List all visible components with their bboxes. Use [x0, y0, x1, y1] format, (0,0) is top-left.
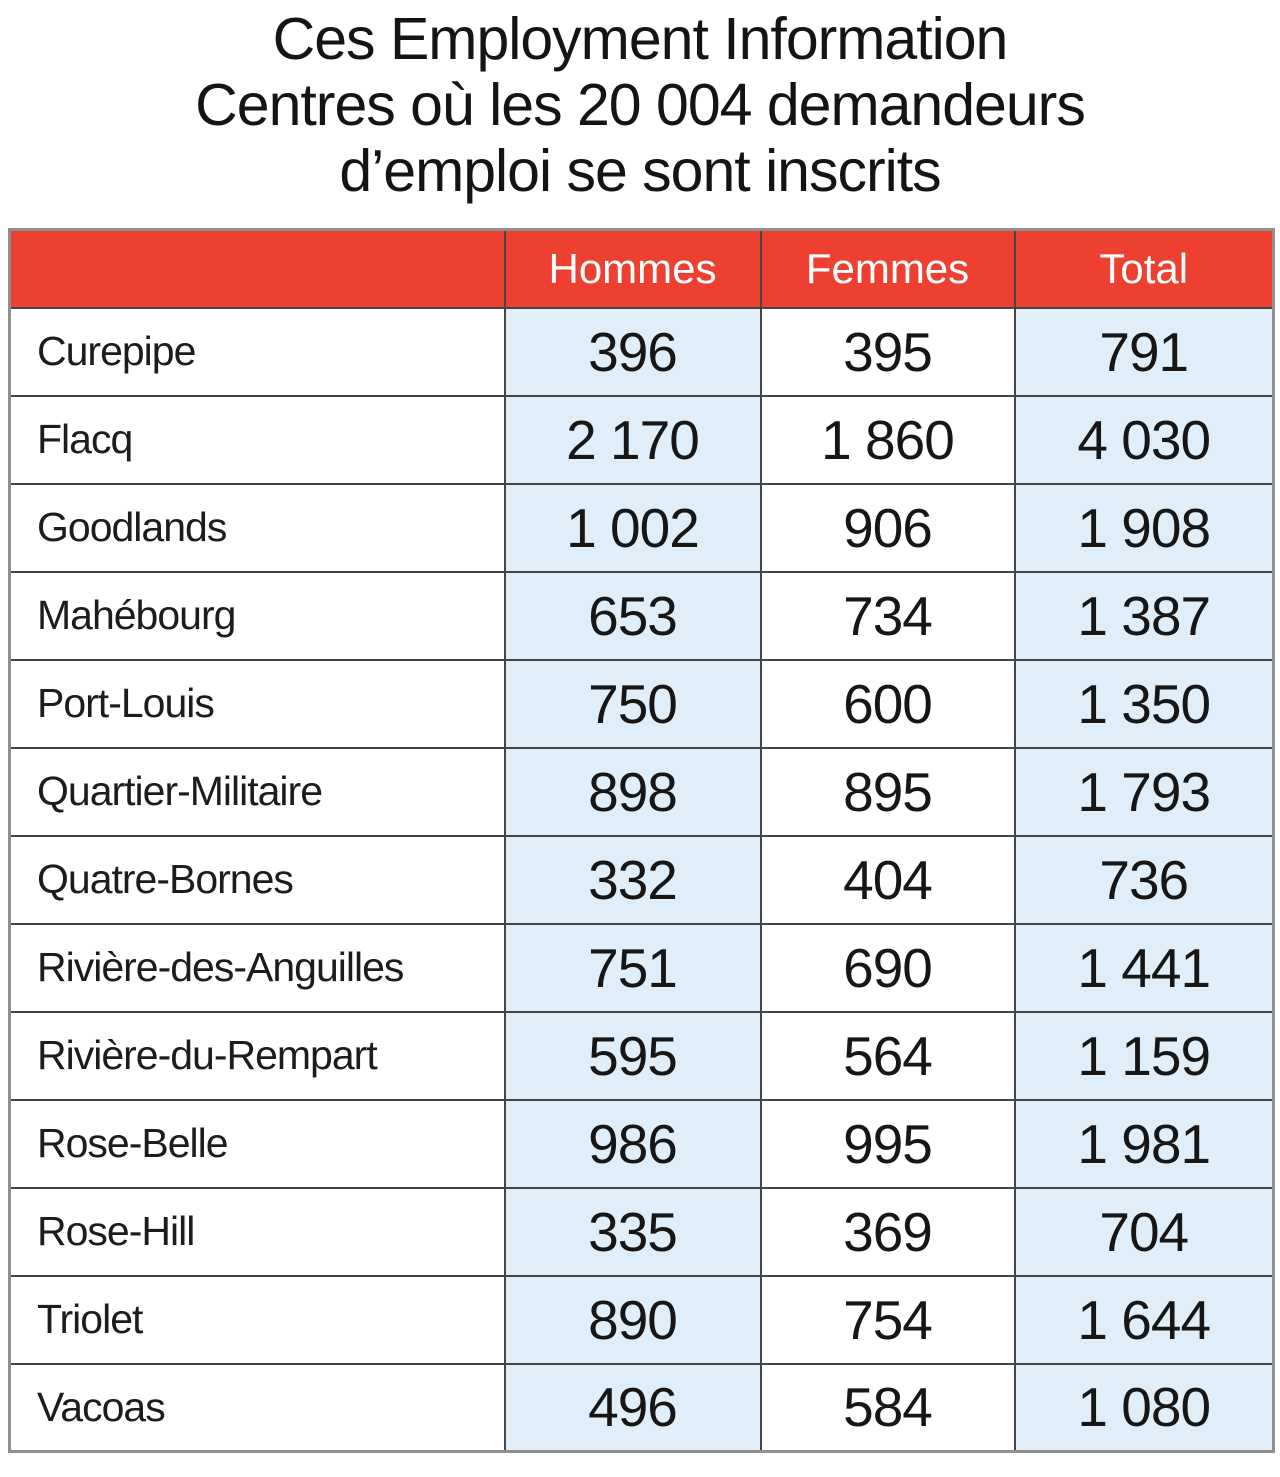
title-line-2: Centres où les 20 004 demandeurs	[195, 72, 1086, 138]
hommes-value: 332	[503, 834, 762, 925]
table-row: Rivière-des-Anguilles 751 690 1 441	[8, 922, 1275, 1013]
table-header: Hommes Femmes Total	[8, 228, 1275, 309]
femmes-value: 690	[759, 922, 1016, 1013]
centre-name: Curepipe	[8, 306, 506, 397]
total-value: 4 030	[1013, 394, 1275, 485]
table-row: Goodlands 1 002 906 1 908	[8, 482, 1275, 573]
hommes-value: 653	[503, 570, 762, 661]
hommes-value: 335	[503, 1186, 762, 1277]
total-value: 1 644	[1013, 1274, 1275, 1365]
total-value: 736	[1013, 834, 1275, 925]
total-value: 1 793	[1013, 746, 1275, 837]
table-body: Curepipe 396 395 791 Flacq 2 170 1 860 4…	[8, 306, 1275, 1453]
centre-name: Rose-Hill	[8, 1186, 506, 1277]
table-row: Rose-Hill 335 369 704	[8, 1186, 1275, 1277]
total-value: 1 159	[1013, 1010, 1275, 1101]
total-value: 704	[1013, 1186, 1275, 1277]
total-value: 1 080	[1013, 1362, 1275, 1453]
femmes-value: 1 860	[759, 394, 1016, 485]
title-line-1: Ces Employment Information	[272, 6, 1009, 72]
femmes-value: 906	[759, 482, 1016, 573]
centre-name: Rivière-des-Anguilles	[8, 922, 506, 1013]
femmes-value: 995	[759, 1098, 1016, 1189]
table-row: Curepipe 396 395 791	[8, 306, 1275, 397]
column-header-hommes: Hommes	[503, 228, 762, 309]
table-row: Rivière-du-Rempart 595 564 1 159	[8, 1010, 1275, 1101]
total-value: 1 350	[1013, 658, 1275, 749]
hommes-value: 986	[503, 1098, 762, 1189]
centre-name: Rose-Belle	[8, 1098, 506, 1189]
centre-name: Quartier-Militaire	[8, 746, 506, 837]
femmes-value: 369	[759, 1186, 1016, 1277]
centre-name: Mahébourg	[8, 570, 506, 661]
header-row: Hommes Femmes Total	[8, 228, 1275, 309]
hommes-value: 396	[503, 306, 762, 397]
centre-name: Vacoas	[8, 1362, 506, 1453]
table-row: Flacq 2 170 1 860 4 030	[8, 394, 1275, 485]
hommes-value: 751	[503, 922, 762, 1013]
table-row: Quartier-Militaire 898 895 1 793	[8, 746, 1275, 837]
column-header-centre	[8, 228, 506, 309]
hommes-value: 1 002	[503, 482, 762, 573]
table-row: Quatre-Bornes 332 404 736	[8, 834, 1275, 925]
hommes-value: 496	[503, 1362, 762, 1453]
total-value: 1 387	[1013, 570, 1275, 661]
centre-name: Goodlands	[8, 482, 506, 573]
femmes-value: 600	[759, 658, 1016, 749]
femmes-value: 584	[759, 1362, 1016, 1453]
table-row: Triolet 890 754 1 644	[8, 1274, 1275, 1365]
table-row: Port-Louis 750 600 1 350	[8, 658, 1275, 749]
total-value: 1 981	[1013, 1098, 1275, 1189]
total-value: 1 908	[1013, 482, 1275, 573]
column-header-femmes: Femmes	[759, 228, 1016, 309]
hommes-value: 890	[503, 1274, 762, 1365]
table-row: Vacoas 496 584 1 080	[8, 1362, 1275, 1453]
femmes-value: 404	[759, 834, 1016, 925]
hommes-value: 898	[503, 746, 762, 837]
centre-name: Rivière-du-Rempart	[8, 1010, 506, 1101]
total-value: 1 441	[1013, 922, 1275, 1013]
table-row: Mahébourg 653 734 1 387	[8, 570, 1275, 661]
employment-centres-table: Hommes Femmes Total Curepipe 396 395 791…	[8, 228, 1275, 1453]
femmes-value: 754	[759, 1274, 1016, 1365]
femmes-value: 395	[759, 306, 1016, 397]
femmes-value: 564	[759, 1010, 1016, 1101]
hommes-value: 595	[503, 1010, 762, 1101]
table-row: Rose-Belle 986 995 1 981	[8, 1098, 1275, 1189]
centre-name: Triolet	[8, 1274, 506, 1365]
centre-name: Quatre-Bornes	[8, 834, 506, 925]
column-header-total: Total	[1013, 228, 1275, 309]
hommes-value: 2 170	[503, 394, 762, 485]
total-value: 791	[1013, 306, 1275, 397]
femmes-value: 734	[759, 570, 1016, 661]
title-line-3: d’emploi se sont inscrits	[339, 138, 941, 204]
centre-name: Flacq	[8, 394, 506, 485]
page-title: Ces Employment Information Centres où le…	[10, 6, 1270, 204]
centre-name: Port-Louis	[8, 658, 506, 749]
femmes-value: 895	[759, 746, 1016, 837]
hommes-value: 750	[503, 658, 762, 749]
